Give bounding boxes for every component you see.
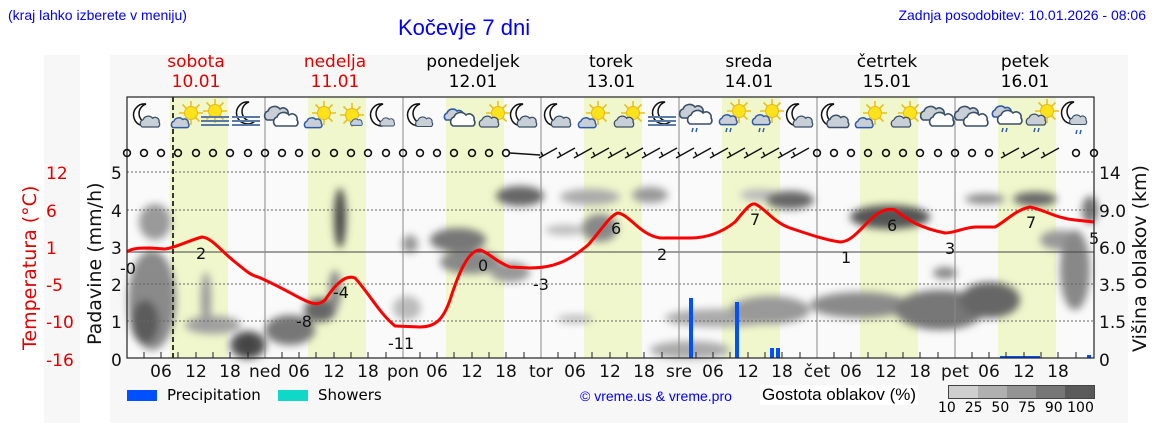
svg-text:čet: čet [804, 362, 831, 382]
showers-legend-label: Showers [318, 386, 382, 404]
svg-text:18: 18 [909, 362, 931, 382]
cloud-density-layer [128, 186, 1098, 359]
temperature-axis-label: Temperatura (°C) [19, 186, 41, 351]
cloud-density-scale [948, 385, 1095, 399]
svg-text:18: 18 [357, 362, 379, 382]
svg-text:1.5: 1.5 [1099, 313, 1126, 333]
svg-text:-0: -0 [120, 259, 136, 278]
svg-text:4: 4 [111, 202, 122, 222]
svg-text:12: 12 [1013, 362, 1035, 382]
svg-text:-3: -3 [533, 275, 549, 294]
svg-text:06: 06 [840, 362, 862, 382]
day-header-thu: četrtek 15.01 [856, 52, 918, 92]
day-header-sun: nedelja 11.01 [303, 52, 367, 92]
svg-text:5: 5 [111, 164, 122, 184]
svg-text:-16: -16 [46, 351, 74, 371]
svg-text:7: 7 [1026, 213, 1036, 232]
day-header-sat: sobota 10.01 [167, 52, 225, 92]
svg-text:6: 6 [887, 216, 897, 235]
svg-text:12: 12 [737, 362, 759, 382]
svg-text:1: 1 [111, 313, 122, 333]
day-header-fri: petek 16.01 [1000, 52, 1050, 92]
svg-text:1: 1 [46, 239, 57, 259]
x-axis-ticks [143, 352, 1077, 358]
copyright-link[interactable]: © vreme.us & vreme.pro [580, 388, 732, 404]
precipitation-swatch [127, 389, 157, 401]
svg-text:-10: -10 [46, 313, 74, 333]
day-header-tue: torek 13.01 [586, 52, 636, 92]
svg-text:0: 0 [1099, 351, 1110, 371]
svg-text:-5: -5 [46, 276, 63, 296]
svg-text:06: 06 [288, 362, 310, 382]
svg-text:14: 14 [1099, 164, 1121, 184]
svg-text:3: 3 [111, 239, 122, 259]
svg-text:-4: -4 [333, 283, 349, 302]
svg-text:2: 2 [196, 244, 206, 263]
day-header-wed: sreda 14.01 [724, 52, 774, 92]
svg-text:12: 12 [185, 362, 207, 382]
svg-text:7: 7 [750, 210, 760, 229]
svg-text:12: 12 [599, 362, 621, 382]
temperature-labels: -0 2 -8 -4 -11 0 -3 6 2 7 1 6 3 7 5 [120, 210, 1099, 353]
svg-text:pet: pet [941, 362, 969, 382]
svg-text:18: 18 [771, 362, 793, 382]
svg-text:12: 12 [875, 362, 897, 382]
svg-text:3: 3 [945, 239, 955, 258]
svg-text:18: 18 [633, 362, 655, 382]
svg-text:2: 2 [657, 245, 667, 264]
svg-text:18: 18 [495, 362, 517, 382]
wind-barb-icons [509, 147, 1060, 159]
svg-text:2: 2 [111, 276, 122, 296]
page-title: Kočevje 7 dni [398, 15, 531, 40]
svg-text:0: 0 [111, 351, 122, 371]
temp-axis-panel [44, 55, 80, 423]
legend-showers: Showers [278, 386, 382, 404]
svg-text:12: 12 [461, 362, 483, 382]
temperature-line [126, 202, 1095, 329]
svg-text:6: 6 [611, 219, 621, 238]
svg-text:18: 18 [219, 362, 241, 382]
day-header-mon: ponedeljek 12.01 [426, 52, 520, 92]
svg-text:pon: pon [387, 362, 419, 382]
precipitation-bars [689, 298, 1091, 358]
svg-text:12: 12 [323, 362, 345, 382]
grid-lines [127, 171, 1094, 322]
precipitation-axis-label: Padavine (mm/h) [84, 182, 106, 345]
cloud-height-axis: 14 9.0 6.0 3.5 1.5 0 [1099, 164, 1126, 371]
svg-text:-11: -11 [388, 334, 414, 353]
svg-text:9.0: 9.0 [1099, 202, 1126, 222]
svg-text:06: 06 [426, 362, 448, 382]
svg-text:-8: -8 [296, 312, 312, 331]
svg-text:sre: sre [666, 362, 692, 382]
svg-text:18: 18 [1047, 362, 1069, 382]
svg-text:ned: ned [249, 362, 281, 382]
location-hint: (kraj lahko izberete v meniju) [8, 7, 187, 23]
wind-row [122, 147, 1099, 159]
svg-text:tor: tor [529, 362, 553, 382]
day-separators [264, 97, 956, 358]
svg-text:12: 12 [46, 164, 68, 184]
cloud-height-axis-label: Višina oblakov (km) [1129, 165, 1151, 352]
svg-text:6: 6 [46, 202, 57, 222]
svg-text:3.5: 3.5 [1099, 276, 1126, 296]
showers-swatch [278, 389, 308, 401]
svg-text:0: 0 [478, 256, 488, 275]
svg-text:06: 06 [564, 362, 586, 382]
temperature-axis: 12 6 1 -5 -10 -16 [46, 164, 74, 371]
legend-precipitation: Precipitation [127, 386, 261, 404]
sun-small-cloud-icon [339, 102, 365, 128]
precipitation-legend-label: Precipitation [167, 386, 261, 404]
svg-text:06: 06 [702, 362, 724, 382]
svg-text:06: 06 [150, 362, 172, 382]
cloud-density-ticks: 10 25 50 75 90 100 [938, 400, 1094, 416]
cloud-density-label: Gostota oblakov (%) [760, 385, 919, 405]
svg-text:1: 1 [841, 248, 851, 267]
last-updated: Zadnja posodobitev: 10.01.2026 - 08:06 [898, 7, 1146, 23]
x-axis-labels: 06 12 18 ned 06 12 18 pon 06 12 18 tor 0… [150, 362, 1069, 382]
svg-text:6.0: 6.0 [1099, 239, 1126, 259]
precipitation-axis: 5 4 3 2 1 0 [111, 164, 122, 371]
svg-text:06: 06 [978, 362, 1000, 382]
